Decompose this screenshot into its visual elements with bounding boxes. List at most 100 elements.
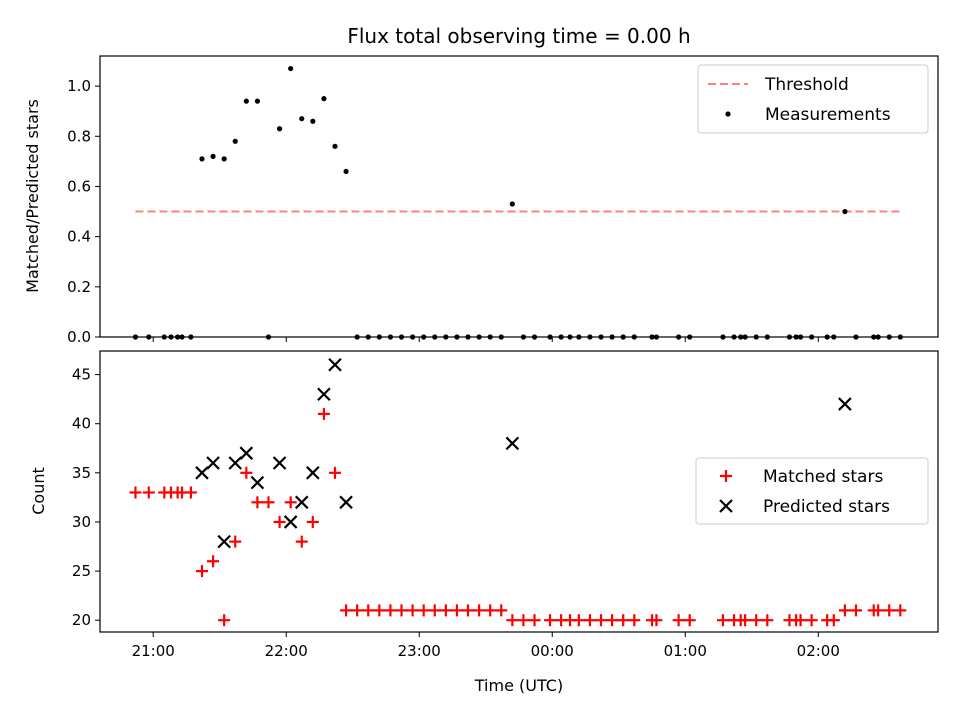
- matched-star-point: [872, 604, 885, 617]
- matched-star-point: [650, 614, 663, 627]
- measurement-point: [421, 334, 427, 340]
- matched-star-point: [672, 614, 685, 627]
- measurement-point: [188, 334, 194, 340]
- matched-star-point: [827, 614, 840, 627]
- predicted-star-point: [294, 495, 309, 510]
- matched-star-point: [517, 614, 530, 627]
- measurement-point: [179, 334, 185, 340]
- predicted-star-point: [272, 456, 287, 470]
- measurement-point: [587, 334, 593, 340]
- matched-star-point: [838, 604, 851, 617]
- predicted-star-point: [317, 387, 331, 402]
- matched-star-point: [306, 515, 319, 528]
- top-y-ticks: 0.0 0.2 0.4 0.6 0.8 1.0: [67, 77, 100, 346]
- matched-star-point: [262, 496, 275, 509]
- matched-star-point: [506, 614, 519, 627]
- matched-star-point: [351, 604, 364, 617]
- bottom-y-tick-label: 30: [72, 513, 91, 531]
- bottom-y-tick-label: 45: [72, 366, 91, 384]
- matched-star-point: [340, 604, 353, 617]
- bottom-x-tick-label: 21:00: [132, 642, 175, 660]
- matched-star-point: [384, 604, 397, 617]
- top-y-tick-label: 0.4: [67, 228, 91, 246]
- measurement-point: [243, 98, 249, 104]
- predicted-star-point: [339, 495, 353, 510]
- matched-star-point: [595, 614, 608, 627]
- measurement-point: [897, 334, 903, 340]
- measurement-point: [498, 334, 504, 340]
- measurement-point: [764, 334, 770, 340]
- predicted-star-point: [505, 436, 520, 451]
- measurement-point: [886, 334, 892, 340]
- matched-star-point: [328, 466, 341, 479]
- matched-star-point: [229, 535, 242, 548]
- matched-star-point: [373, 604, 386, 617]
- matched-star-point: [617, 614, 630, 627]
- measurement-point: [687, 334, 693, 340]
- measurement-point: [376, 334, 382, 340]
- x-axis-label: Time (UTC): [474, 676, 563, 695]
- matched-star-point: [439, 604, 452, 617]
- measurement-point: [310, 118, 316, 124]
- predicted-star-point: [306, 466, 320, 480]
- measurement-point: [168, 334, 174, 340]
- predicted-star-point: [239, 446, 254, 460]
- matched-star-point: [849, 604, 862, 617]
- matched-star-point: [473, 604, 486, 617]
- bottom-y-tick-label: 25: [72, 562, 91, 580]
- bottom-y-tick-label: 20: [72, 611, 91, 629]
- matched-star-point: [761, 614, 774, 627]
- matched-star-point: [417, 604, 430, 617]
- matched-star-point: [129, 486, 142, 499]
- predicted-star-point: [195, 466, 209, 480]
- chart-title: Flux total observing time = 0.00 h: [347, 24, 690, 48]
- matched-star-point: [317, 407, 330, 420]
- bottom-panel: 20 25 30 35 40 45 21:00 22:00 23:00 00:00 01:00 02…: [29, 350, 939, 695]
- bottom-y-tick-label: 35: [72, 464, 91, 482]
- measurement-point: [354, 334, 360, 340]
- matched-star-point: [295, 535, 308, 548]
- measurement-point: [653, 334, 660, 340]
- measurement-point: [567, 334, 573, 340]
- measurement-point: [753, 334, 759, 340]
- measurement-point: [731, 334, 737, 340]
- matched-star-point: [195, 565, 208, 578]
- measurement-point: [809, 334, 815, 340]
- matched-star-point: [462, 604, 475, 617]
- measurement-point: [720, 334, 726, 340]
- matched-star-point: [606, 614, 619, 627]
- bottom-x-tick-label: 00:00: [531, 642, 574, 660]
- measurement-point: [343, 168, 349, 175]
- measurement-point: [221, 156, 227, 162]
- measurement-point: [598, 334, 604, 340]
- measurement-point: [631, 334, 637, 340]
- predicted-star-point: [217, 534, 231, 549]
- measurement-point: [146, 334, 152, 340]
- measurement-point: [161, 334, 167, 340]
- top-y-tick-label: 1.0: [67, 77, 91, 95]
- matched-star-point: [495, 604, 508, 617]
- measurement-point: [853, 334, 859, 340]
- measurement-point: [742, 334, 748, 340]
- bottom-x-ticks: 21:00 22:00 23:00 00:00 01:00 02:00: [132, 632, 840, 660]
- matched-star-point: [284, 496, 297, 509]
- measurement-point: [738, 334, 744, 340]
- bottom-y-axis-label: Count: [29, 467, 48, 515]
- matched-star-point: [240, 466, 253, 479]
- measurement-point: [531, 334, 538, 340]
- matched-star-point: [395, 604, 408, 617]
- bottom-x-tick-label: 22:00: [265, 642, 308, 660]
- legend-measurements-label: Measurements: [765, 105, 891, 125]
- predicted-star-point: [250, 475, 265, 490]
- top-legend: Threshold Measurements: [697, 64, 929, 134]
- measurement-point: [831, 334, 837, 340]
- top-y-tick-label: 0.0: [67, 328, 91, 346]
- measurement-point: [210, 153, 216, 159]
- measurement-point: [797, 334, 804, 340]
- measurement-point: [576, 334, 582, 340]
- bottom-x-tick-label: 01:00: [664, 642, 707, 660]
- measurement-point: [288, 65, 294, 72]
- matched-star-point: [484, 604, 497, 617]
- matched-star-point: [184, 486, 197, 499]
